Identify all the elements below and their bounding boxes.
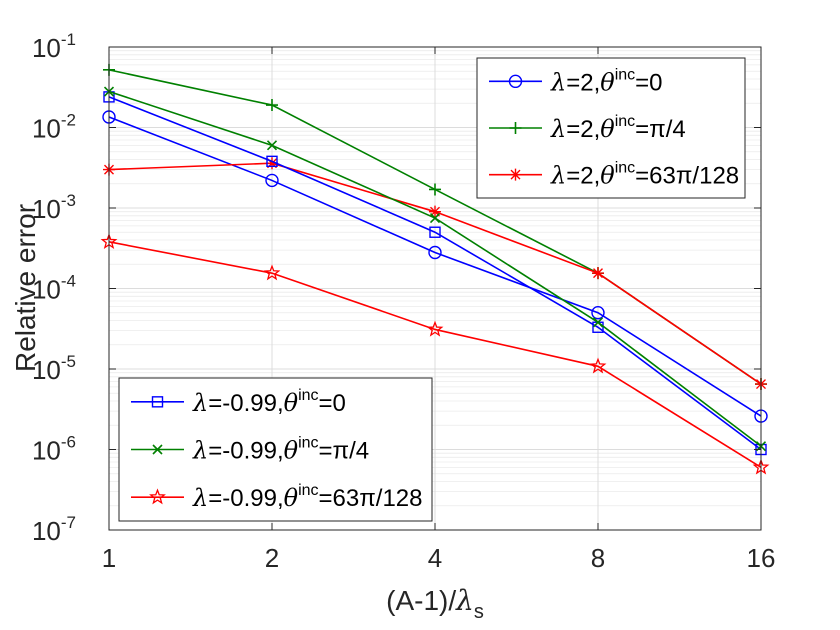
x-tick-label: 1 bbox=[102, 543, 116, 573]
x-tick-label: 4 bbox=[428, 543, 442, 573]
legend-marker bbox=[509, 122, 522, 134]
data-point bbox=[266, 99, 278, 112]
legend-marker bbox=[151, 396, 164, 408]
y-tick-label: 10-3 bbox=[32, 191, 76, 224]
legend-item: λ=2,θinc=π/4 bbox=[489, 113, 686, 143]
data-series bbox=[100, 63, 770, 475]
x-axis-title: (A-1)/λs bbox=[386, 584, 484, 623]
legend-label: λ=-0.99,θinc=0 bbox=[192, 387, 346, 417]
legend-marker bbox=[152, 444, 163, 455]
data-point bbox=[265, 173, 279, 188]
data-point bbox=[266, 140, 278, 151]
y-tick-label: 10-5 bbox=[32, 352, 76, 385]
legend-item: λ=-0.99,θinc=63π/128 bbox=[131, 482, 423, 512]
series-line bbox=[108, 96, 762, 451]
data-point bbox=[428, 245, 442, 260]
data-point bbox=[591, 306, 605, 320]
data-point bbox=[592, 267, 604, 280]
legend-bottom-left: λ=-0.99,θinc=0 λ=-0.99,θinc=π/4 λ=-0.99,θi… bbox=[118, 377, 433, 522]
legend-item: λ=-0.99,θinc=π/4 bbox=[131, 435, 369, 465]
legend-item: λ=2,θinc=63π/128 bbox=[489, 160, 739, 190]
legend-item: λ=-0.99,θinc=0 bbox=[131, 387, 346, 417]
legend-label: λ=-0.99,θinc=π/4 bbox=[192, 435, 369, 465]
y-tick-label: 10-4 bbox=[32, 272, 76, 305]
x-tick-label: 8 bbox=[591, 543, 605, 573]
y-tick-label: 10-2 bbox=[32, 111, 76, 144]
legend-label: λ=2,θinc=π/4 bbox=[550, 113, 686, 143]
legend-item: λ=2,θinc=0 bbox=[489, 66, 663, 96]
data-point bbox=[266, 155, 278, 168]
legend-label: λ=-0.99,θinc=63π/128 bbox=[192, 482, 423, 512]
y-tick-label: 10-6 bbox=[32, 433, 76, 466]
legend-top-right: λ=2,θinc=0 λ=2,θinc=π/4 λ=2,θinc=63π/128 bbox=[476, 57, 746, 199]
data-point bbox=[429, 205, 441, 218]
legend-label: λ=2,θinc=0 bbox=[550, 66, 663, 96]
legend-marker bbox=[509, 168, 522, 181]
y-tick-label: 10-1 bbox=[32, 30, 76, 63]
data-point bbox=[266, 157, 278, 170]
legend-label: λ=2,θinc=63π/128 bbox=[550, 160, 739, 190]
axis-ticks: 10-7 10-6 10-5 10-4 10-3 10-2 10-1 1 2 4 8 16 bbox=[32, 30, 776, 573]
data-point bbox=[263, 264, 281, 281]
data-point bbox=[589, 357, 607, 374]
series-line bbox=[108, 241, 762, 469]
data-point bbox=[592, 317, 604, 328]
x-tick-label: 16 bbox=[747, 543, 776, 573]
data-point bbox=[426, 320, 444, 337]
legends: λ=2,θinc=0λ=2,θinc=π/4λ=2,θinc=63π/128λ=… bbox=[118, 57, 746, 522]
legend-marker bbox=[149, 488, 166, 505]
legend-marker bbox=[508, 74, 523, 89]
y-axis-title: Relative error bbox=[10, 204, 41, 372]
y-tick-label: 10-7 bbox=[32, 513, 76, 546]
data-point bbox=[429, 226, 441, 238]
data-point bbox=[429, 183, 441, 196]
x-tick-label: 2 bbox=[265, 543, 279, 573]
series-line bbox=[108, 116, 762, 417]
data-point bbox=[429, 212, 441, 224]
